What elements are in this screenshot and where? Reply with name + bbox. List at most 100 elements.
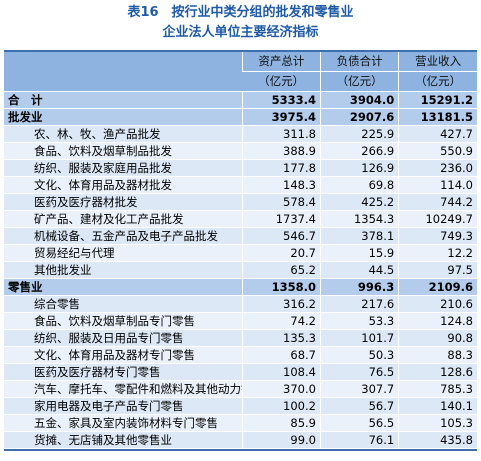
row-name-cell: 其他批发业 [4,261,243,279]
table-row: 家用电器及电子产品专门零售 100.2 56.7 140.1 [4,397,477,415]
row-liabilities-cell: 307.7 [319,380,399,398]
row-assets-cell: 100.2 [241,397,321,415]
section-row: 批发业 3975.4 2907.6 13181.5 [4,108,477,126]
header-assets-unit: （亿元） [242,71,321,92]
row-name-cell: 机械设备、五金产品及电子产品批发 [4,227,243,245]
row-liabilities-cell: 15.9 [319,244,399,262]
table-row: 医药及医疗器材批发 578.4 425.2 744.2 [4,193,477,211]
table-row: 矿产品、建材及化工产品批发 1737.4 1354.3 10249.7 [4,210,477,228]
header-row-1: 资产总计 负债合计 营业收入 [4,52,477,92]
header-revenue-unit: （亿元） [398,71,477,92]
row-name-cell: 矿产品、建材及化工产品批发 [4,210,243,228]
row-name-cell: 汽车、摩托车、零配件和燃料及其他动力销售 [4,380,243,398]
row-assets-cell: 20.7 [241,244,321,262]
row-liabilities-cell: 266.9 [319,142,399,160]
row-assets-cell: 3975.4 [241,108,321,126]
row-name-cell: 纺织、服装及家庭用品批发 [4,159,243,177]
row-name-cell: 五金、家具及室内装饰材料专门零售 [4,414,243,432]
row-assets-cell: 108.4 [241,363,321,381]
row-liabilities-cell: 50.3 [319,346,399,364]
row-assets-cell: 316.2 [241,295,321,313]
table-row: 贸易经纪与代理 20.7 15.9 12.2 [4,244,477,262]
row-assets-cell: 99.0 [241,431,321,449]
row-liabilities-cell: 2907.6 [319,108,399,126]
row-assets-cell: 135.3 [241,329,321,347]
row-revenue-cell: 90.8 [398,329,477,347]
row-revenue-cell: 97.5 [398,261,477,279]
row-liabilities-cell: 1354.3 [319,210,399,228]
row-revenue-cell: 2109.6 [398,278,477,296]
row-liabilities-cell: 53.3 [319,312,399,330]
table-row: 汽车、摩托车、零配件和燃料及其他动力销售 370.0 307.7 785.3 [4,380,477,398]
table-title-line2: 企业法人单位主要经济指标 [162,25,319,40]
row-assets-cell: 85.9 [241,414,321,432]
table-row: 文化、体育用品及器材批发 148.3 69.8 114.0 [4,176,477,194]
row-liabilities-cell: 56.5 [319,414,399,432]
row-revenue-cell: 210.6 [398,295,477,313]
table-row: 机械设备、五金产品及电子产品批发 546.7 378.1 749.3 [4,227,477,245]
table-row: 农、林、牧、渔产品批发 311.8 225.9 427.7 [4,125,477,143]
row-name-cell: 医药及医疗器材批发 [4,193,243,211]
row-revenue-cell: 140.1 [398,397,477,415]
row-revenue-cell: 550.9 [398,142,477,160]
table-row: 医药及医疗器材专门零售 108.4 76.5 128.6 [4,363,477,381]
row-revenue-cell: 435.8 [398,431,477,449]
header-row-2: （亿元） （亿元） （亿元） [4,71,477,92]
row-assets-cell: 388.9 [241,142,321,160]
header-blank-cell [4,52,243,92]
row-assets-cell: 1358.0 [241,278,321,296]
row-liabilities-cell: 378.1 [319,227,399,245]
row-name-cell: 文化、体育用品及器材专门零售 [4,346,243,364]
row-assets-cell: 65.2 [241,261,321,279]
row-revenue-cell: 128.6 [398,363,477,381]
table-row: 食品、饮料及烟草制品专门零售 74.2 53.3 124.8 [4,312,477,330]
row-name-cell: 贸易经纪与代理 [4,244,243,262]
row-liabilities-cell: 3904.0 [319,91,399,109]
table-title-line1: 表16 按行业中类分组的批发和零售业 [127,5,354,20]
row-liabilities-cell: 76.1 [319,431,399,449]
table-row: 其他批发业 65.2 44.5 97.5 [4,261,477,279]
row-liabilities-cell: 69.8 [319,176,399,194]
header-liabilities-unit: （亿元） [319,71,399,92]
row-name-cell: 批发业 [4,108,243,126]
row-liabilities-cell: 225.9 [319,125,399,143]
row-revenue-cell: 105.3 [398,414,477,432]
row-name-cell: 合 计 [4,91,243,109]
row-liabilities-cell: 217.6 [319,295,399,313]
table-row: 纺织、服装及家庭用品批发 177.8 126.9 236.0 [4,159,477,177]
row-assets-cell: 68.7 [241,346,321,364]
table-row: 综合零售 316.2 217.6 210.6 [4,295,477,313]
row-liabilities-cell: 76.5 [319,363,399,381]
header-liabilities-label: 负债合计 [319,52,399,72]
economic-indicators-table: 资产总计 负债合计 营业收入 （亿元） （亿元） （亿元） 合 计 5333.4 3… [4,50,477,451]
row-assets-cell: 1737.4 [241,210,321,228]
row-liabilities-cell: 996.3 [319,278,399,296]
row-revenue-cell: 744.2 [398,193,477,211]
row-assets-cell: 546.7 [241,227,321,245]
row-name-cell: 食品、饮料及烟草制品专门零售 [4,312,243,330]
row-assets-cell: 578.4 [241,193,321,211]
row-name-cell: 食品、饮料及烟草制品批发 [4,142,243,160]
table-row: 纺织、服装及日用品专门零售 135.3 101.7 90.8 [4,329,477,347]
row-name-cell: 文化、体育用品及器材批发 [4,176,243,194]
row-assets-cell: 74.2 [241,312,321,330]
row-name-cell: 货摊、无店铺及其他零售业 [4,431,243,449]
row-revenue-cell: 785.3 [398,380,477,398]
row-revenue-cell: 15291.2 [398,91,477,109]
row-name-cell: 农、林、牧、渔产品批发 [4,125,243,143]
row-revenue-cell: 114.0 [398,176,477,194]
row-name-cell: 综合零售 [4,295,243,313]
table-row: 五金、家具及室内装饰材料专门零售 85.9 56.5 105.3 [4,414,477,432]
row-revenue-cell: 749.3 [398,227,477,245]
row-revenue-cell: 10249.7 [398,210,477,228]
table-row: 食品、饮料及烟草制品批发 388.9 266.9 550.9 [4,142,477,160]
total-row: 合 计 5333.4 3904.0 15291.2 [4,91,477,109]
table-row: 文化、体育用品及器材专门零售 68.7 50.3 88.3 [4,346,477,364]
row-revenue-cell: 12.2 [398,244,477,262]
row-assets-cell: 177.8 [241,159,321,177]
table-row: 货摊、无店铺及其他零售业 99.0 76.1 435.8 [4,431,477,449]
row-revenue-cell: 88.3 [398,346,477,364]
row-name-cell: 零售业 [4,278,243,296]
row-revenue-cell: 124.8 [398,312,477,330]
row-revenue-cell: 13181.5 [398,108,477,126]
